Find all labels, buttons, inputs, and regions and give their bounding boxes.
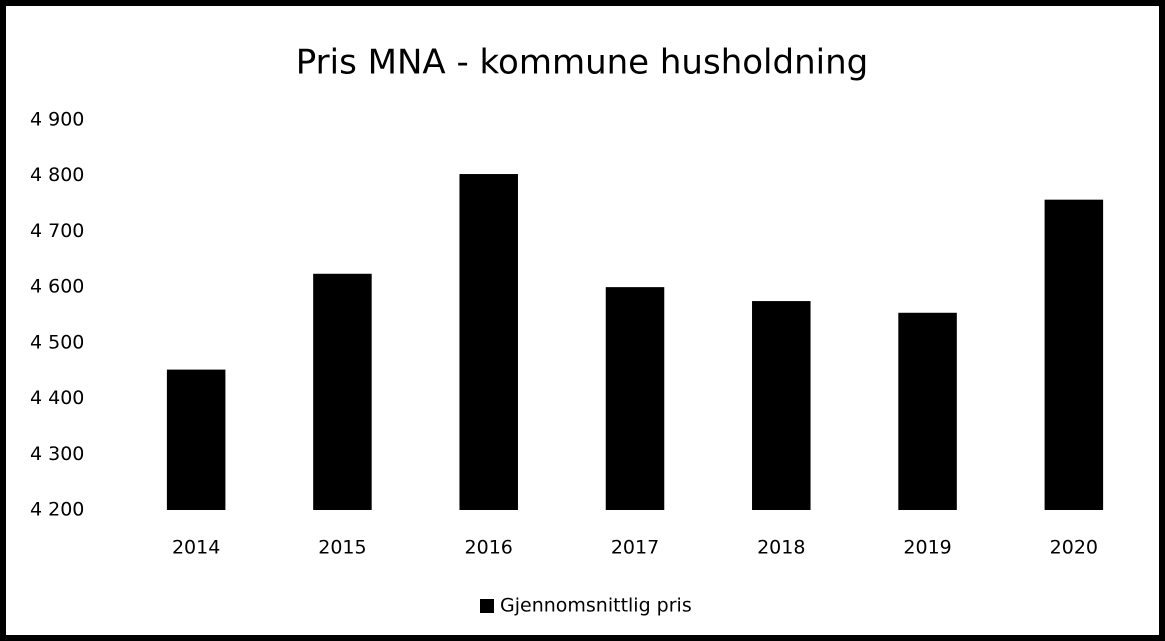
legend-label: Gjennomsnittlig pris: [500, 595, 692, 617]
y-tick-label: 4 300: [30, 443, 84, 465]
bar: [898, 312, 957, 510]
y-tick-label: 4 700: [30, 220, 84, 242]
x-tick-label: 2019: [903, 537, 951, 559]
legend-swatch: [480, 599, 494, 613]
x-tick-label: 2016: [465, 537, 513, 559]
x-tick-label: 2017: [611, 537, 659, 559]
y-tick-label: 4 200: [30, 499, 84, 521]
y-tick-label: 4 900: [30, 109, 84, 131]
x-tick-label: 2014: [172, 537, 220, 559]
y-tick-label: 4 500: [30, 331, 84, 353]
y-tick-label: 4 400: [30, 387, 84, 409]
bar: [1044, 199, 1104, 510]
bar: [605, 287, 665, 510]
y-tick-label: 4 600: [30, 276, 84, 298]
chart-title: Pris MNA - kommune husholdning: [296, 43, 868, 83]
bar: [166, 369, 226, 510]
x-tick-label: 2020: [1050, 537, 1098, 559]
x-tick-label: 2015: [318, 537, 366, 559]
x-tick-label: 2018: [757, 537, 805, 559]
y-tick-label: 4 800: [30, 164, 84, 186]
bar: [459, 174, 518, 511]
bar: [752, 301, 811, 510]
bar: [313, 273, 372, 510]
